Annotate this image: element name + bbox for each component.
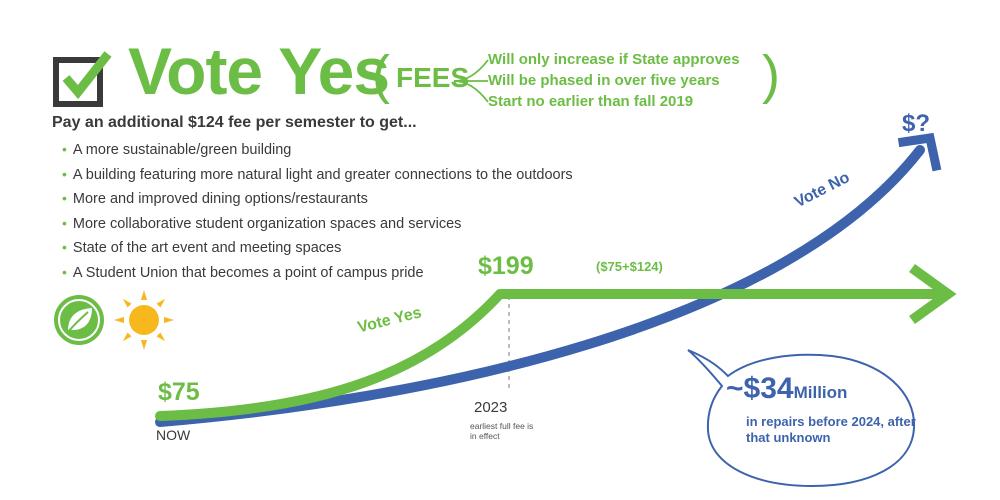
repairs-amount: ~$34Million	[726, 374, 847, 404]
leaf-icon	[54, 295, 104, 345]
fees-label: FEES	[396, 62, 470, 93]
benefits-list: • A more sustainable/green building • A bu…	[62, 138, 573, 285]
fee-note: Will only increase if State approves	[488, 51, 740, 68]
year-2023-note: earliest full fee is in effect	[470, 421, 534, 441]
price-now: $75	[158, 378, 200, 406]
vote-yes-arrowhead	[909, 263, 957, 325]
vote-yes-curve	[155, 289, 945, 421]
unknown-cost: $?	[902, 110, 931, 137]
benefit-item: • A building featuring more natural light…	[62, 165, 573, 183]
checkbox-check-icon	[53, 51, 112, 107]
repairs-value: $34	[743, 372, 794, 405]
benefit-item: • A Student Union that becomes a point of…	[62, 263, 424, 281]
fee-note: Start no earlier than fall 2019	[488, 93, 694, 110]
benefit-item: • State of the art event and meeting spac…	[62, 239, 342, 256]
repairs-note: in repairs before 2024, after that unkno…	[746, 414, 916, 445]
sun-icon	[114, 290, 174, 350]
benefit-item: • More and improved dining options/restau…	[62, 190, 368, 207]
repairs-prefix: ~	[726, 372, 744, 405]
fee-note: Will be phased in over five years	[488, 72, 720, 89]
benefits-intro: Pay an additional $124 fee per semester …	[52, 114, 417, 131]
fee-breakdown: ($75+$124)	[596, 259, 663, 274]
fees-connector-lines	[454, 59, 489, 103]
fees-open-paren: (	[372, 45, 390, 105]
label-now: NOW	[156, 427, 191, 443]
repairs-unit: Million	[793, 383, 848, 402]
vote-no-arrowhead	[897, 132, 942, 172]
fees-close-paren: )	[762, 45, 780, 105]
headline: Vote Yes	[128, 34, 390, 108]
repairs-speech-bubble	[687, 349, 916, 488]
benefit-item: • More collaborative student organization…	[62, 214, 462, 232]
year-2023-label: 2023	[474, 399, 508, 416]
benefit-item: • A more sustainable/green building	[62, 141, 292, 158]
price-2023: $199	[478, 252, 534, 280]
